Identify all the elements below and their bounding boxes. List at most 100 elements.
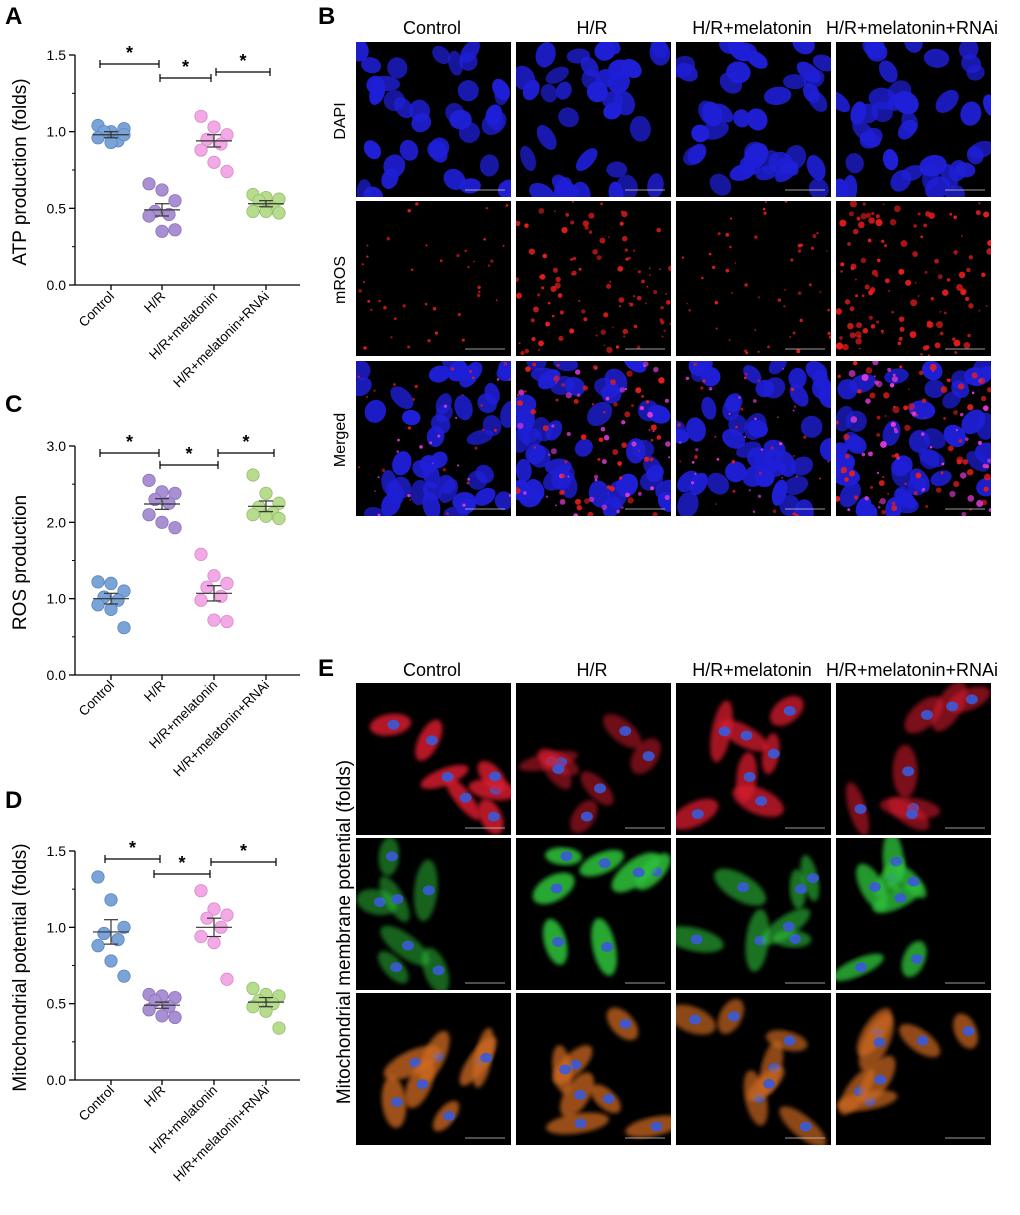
ros-speck: [582, 220, 589, 227]
ros-speck: [601, 459, 607, 465]
ros-speck: [621, 211, 628, 218]
ros-speck: [842, 343, 849, 351]
ros-speck: [874, 380, 880, 385]
ros-speck: [358, 466, 360, 469]
nucleus: [836, 456, 854, 476]
nucleus: [755, 379, 775, 398]
ros-speck: [621, 235, 628, 242]
nucleus: [973, 361, 991, 376]
ros-speck: [437, 434, 441, 438]
ros-speck: [537, 293, 541, 297]
ros-speck: [836, 342, 844, 350]
ros-speck: [884, 414, 887, 417]
ros-speck: [904, 482, 907, 485]
ros-speck: [781, 476, 783, 479]
x-category-label: H/R: [141, 288, 168, 315]
panel-b-col-control: Control: [403, 18, 461, 38]
nucleus: [895, 488, 917, 509]
ros-speck: [796, 349, 801, 354]
nucleus: [836, 178, 849, 197]
significance-star: *: [182, 57, 189, 77]
ros-speck: [397, 438, 400, 442]
ros-speck: [980, 395, 987, 402]
ros-speck: [621, 442, 627, 448]
panel-e-col-melatonin: H/R+melatonin: [692, 660, 812, 680]
x-category-label: H/R+melatonin+RNAi: [170, 678, 272, 780]
ros-speck: [870, 324, 876, 329]
ros-speck: [482, 428, 485, 431]
ros-speck: [861, 294, 865, 298]
ros-speck: [920, 432, 925, 436]
ros-speck: [600, 202, 604, 206]
cell-nucleus: [688, 1014, 701, 1025]
nucleus: [387, 57, 408, 79]
ros-speck: [587, 511, 594, 516]
nucleus: [500, 400, 511, 428]
data-point: [272, 1021, 286, 1035]
ros-speck: [565, 392, 572, 399]
ros-speck: [571, 270, 577, 276]
ros-speck: [596, 255, 602, 261]
nucleus: [494, 491, 511, 511]
ros-speck: [871, 211, 875, 216]
data-point: [142, 473, 156, 487]
data-point: [162, 207, 176, 222]
ros-speck: [524, 348, 530, 354]
panel-b-tile: [356, 361, 511, 516]
ros-speck: [792, 512, 797, 516]
data-point: [200, 132, 214, 146]
data-point: [194, 884, 208, 898]
ros-speck: [516, 220, 521, 227]
ros-speck: [840, 262, 845, 267]
cell-nucleus: [854, 803, 867, 814]
ros-speck: [848, 370, 856, 378]
ros-speck: [693, 362, 698, 367]
ros-speck: [553, 375, 560, 382]
ros-speck: [731, 459, 736, 464]
ros-speck: [606, 283, 612, 289]
ros-speck: [415, 202, 419, 206]
ros-speck: [793, 405, 797, 408]
cell-nucleus: [373, 897, 386, 908]
ros-speck: [881, 509, 886, 515]
ros-speck: [639, 405, 645, 411]
ros-speck: [891, 376, 898, 383]
nucleus: [448, 50, 464, 76]
panel-b-tile: [356, 42, 511, 197]
nucleus: [392, 476, 412, 498]
ros-speck: [516, 486, 518, 489]
ros-speck: [477, 285, 481, 290]
cell-nucleus: [574, 1118, 587, 1129]
ros-speck: [890, 421, 896, 427]
ros-speck: [986, 248, 991, 255]
ros-speck: [495, 299, 498, 302]
ros-speck: [729, 217, 733, 220]
nucleus: [540, 83, 558, 103]
ros-speck: [694, 455, 698, 459]
ros-speck: [987, 239, 991, 247]
ros-speck: [464, 249, 467, 253]
significance-star: *: [178, 853, 185, 873]
ros-speck: [633, 324, 638, 329]
ros-speck: [648, 267, 651, 270]
significance-star: *: [126, 432, 133, 452]
ros-speck: [952, 337, 956, 341]
ros-speck: [576, 393, 581, 397]
data-point: [155, 224, 169, 238]
cell-nucleus: [480, 1052, 493, 1063]
ros-speck: [626, 370, 633, 377]
ros-speck: [910, 299, 918, 307]
ros-speck: [797, 243, 802, 248]
ros-speck: [373, 389, 376, 392]
ros-speck: [636, 345, 641, 349]
data-point: [246, 508, 260, 522]
ros-speck: [955, 428, 958, 432]
nucleus: [836, 442, 848, 461]
ros-speck: [967, 495, 975, 502]
nucleus: [551, 174, 570, 193]
ros-speck: [887, 492, 890, 495]
ros-speck: [530, 318, 535, 323]
ros-speck: [648, 428, 651, 432]
panel-e-tile: [676, 683, 831, 835]
cell-nucleus: [873, 1037, 886, 1048]
